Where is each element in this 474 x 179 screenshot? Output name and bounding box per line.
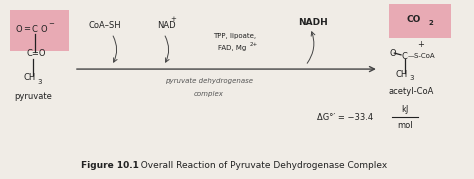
Text: CH: CH — [395, 70, 408, 79]
Text: complex: complex — [194, 91, 224, 97]
Text: O: O — [389, 49, 396, 59]
Text: Overall Reaction of Pyruvate Dehydrogenase Complex: Overall Reaction of Pyruvate Dehydrogena… — [136, 161, 388, 170]
Text: FAD, Mg: FAD, Mg — [218, 45, 246, 51]
Text: ΔG°′ = −33.4: ΔG°′ = −33.4 — [318, 113, 374, 122]
Text: C: C — [32, 25, 38, 34]
Text: NADH: NADH — [298, 18, 328, 26]
Text: C=O: C=O — [27, 49, 46, 59]
Text: 3: 3 — [37, 79, 42, 84]
FancyBboxPatch shape — [389, 4, 451, 38]
Text: mol: mol — [397, 121, 412, 130]
Text: +: + — [170, 16, 176, 22]
Text: +: + — [417, 40, 424, 49]
Text: C: C — [401, 52, 407, 61]
Text: NAD: NAD — [156, 21, 175, 30]
Text: 2: 2 — [428, 20, 433, 26]
Text: —S-CoA: —S-CoA — [408, 53, 436, 59]
Text: kJ: kJ — [401, 105, 409, 114]
Text: pyruvate dehydrogenase: pyruvate dehydrogenase — [164, 78, 253, 84]
Text: CO: CO — [407, 15, 421, 24]
Text: 2+: 2+ — [250, 42, 258, 47]
Text: Figure 10.1: Figure 10.1 — [81, 161, 139, 170]
Text: 3: 3 — [409, 76, 413, 81]
Text: O: O — [16, 25, 22, 34]
Text: acetyl-CoA: acetyl-CoA — [388, 87, 434, 96]
Text: CoA–SH: CoA–SH — [88, 21, 121, 30]
Text: pyruvate: pyruvate — [14, 92, 52, 101]
Text: =: = — [23, 25, 30, 34]
FancyBboxPatch shape — [10, 10, 69, 51]
Text: CH: CH — [23, 72, 36, 82]
Text: TPP, lipoate,: TPP, lipoate, — [213, 33, 256, 39]
Text: O: O — [41, 25, 47, 34]
Text: −: − — [48, 21, 55, 27]
